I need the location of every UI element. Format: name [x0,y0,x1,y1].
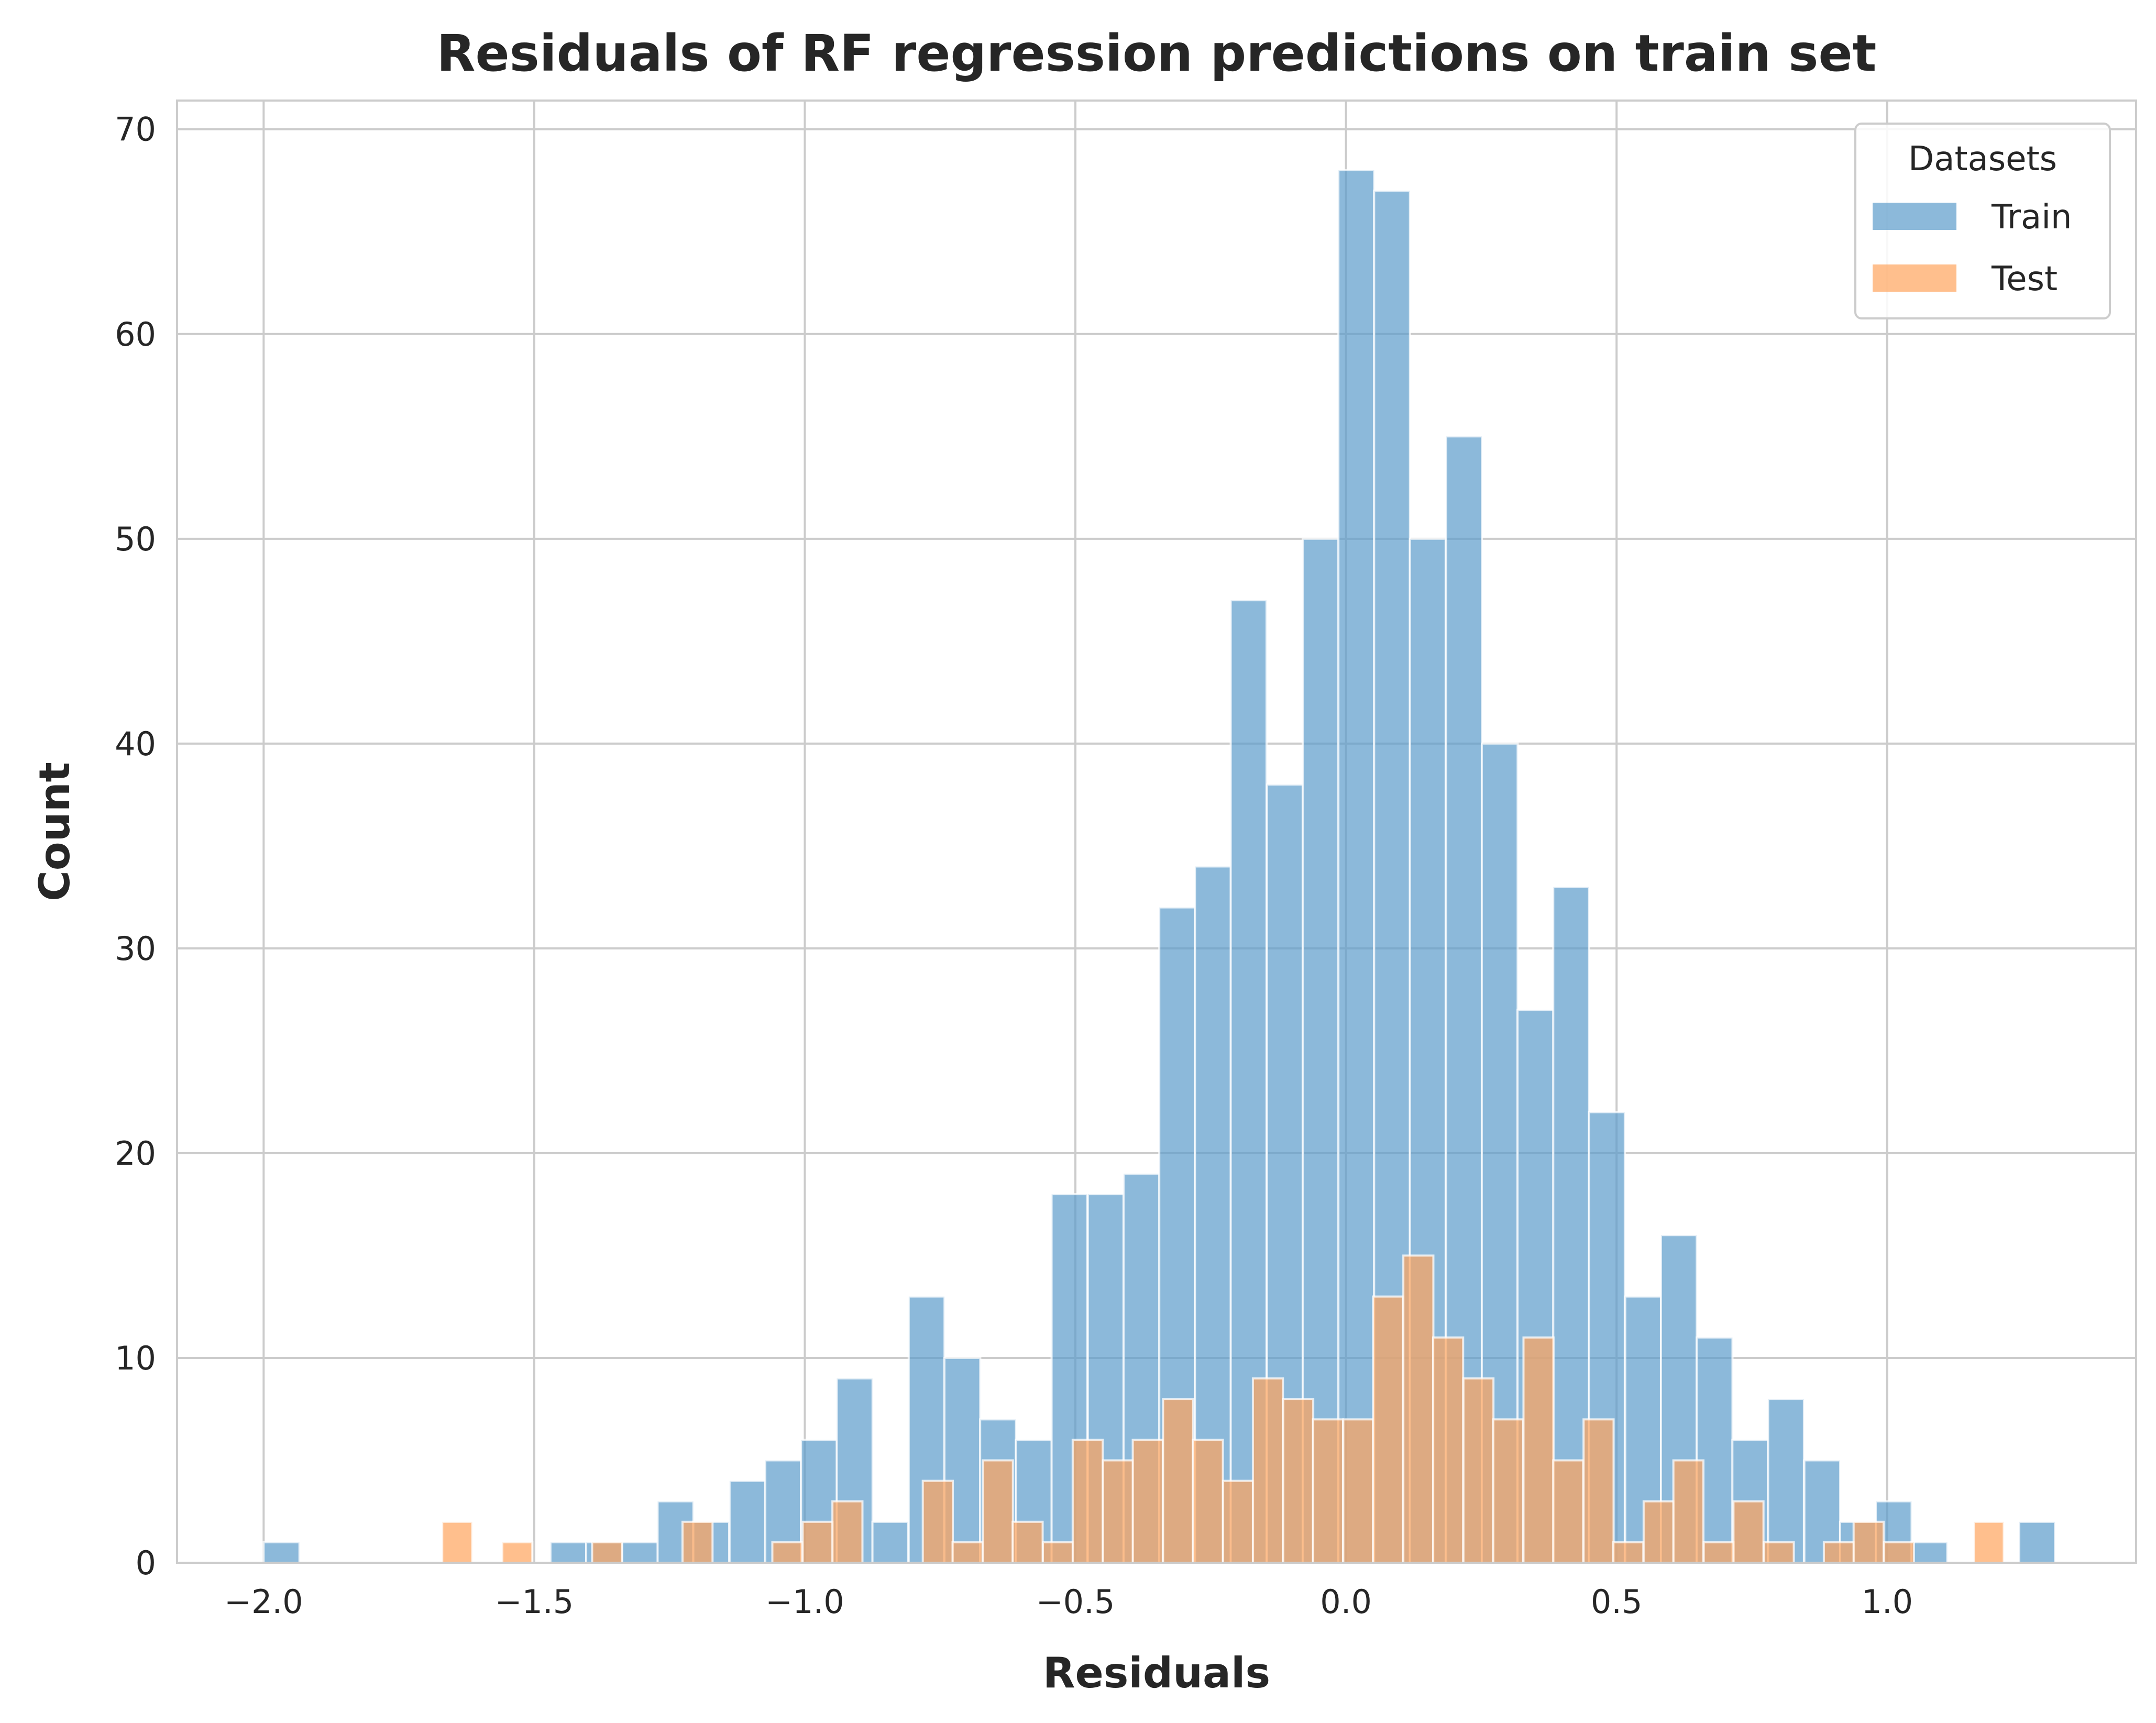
x-tick-label: 1.0 [1861,1583,1913,1621]
histogram-bar-test [1071,1439,1104,1564]
histogram-bar-test [1763,1541,1795,1564]
histogram-bar-test [441,1520,474,1564]
histogram-bar-test [1102,1459,1135,1564]
histogram-bar-test [1582,1418,1615,1564]
histogram-bar-test [1462,1377,1495,1564]
histogram-bar-test [921,1479,954,1564]
x-tick-label: 0.0 [1320,1583,1372,1621]
histogram-bar-test [1282,1398,1315,1564]
histogram-bar-test [1702,1541,1735,1564]
histogram-bar-test [1552,1459,1585,1564]
y-tick-label: 10 [115,1339,156,1377]
histogram-bar-test [591,1541,623,1564]
histogram-bar-test [771,1541,804,1564]
histogram-bar-test [1973,1520,2005,1564]
histogram-bar-test [1342,1418,1374,1564]
histogram-bar-test [982,1459,1014,1564]
x-axis-label: Residuals [1043,1649,1270,1697]
legend-title: Datasets [1908,140,2057,179]
x-tick-label: −0.5 [1036,1583,1115,1621]
histogram-bar-train [871,1520,909,1564]
histogram-bar-test [681,1520,714,1564]
x-tick-label: 0.5 [1591,1583,1643,1621]
histogram-bar-test [1672,1459,1704,1564]
histogram-bar-test [1883,1541,1915,1564]
x-tick-label: −2.0 [224,1583,303,1621]
histogram-bar-test [1011,1520,1044,1564]
y-tick-label: 0 [136,1544,156,1582]
histogram-bar-train [1337,169,1376,1564]
histogram-bar-train [728,1479,767,1564]
histogram-bar-test [1402,1254,1435,1564]
histogram-bar-test [1312,1418,1344,1564]
histogram-bar-test [801,1520,834,1564]
histogram-bar-test [1372,1295,1404,1564]
histogram-bar-test [1042,1541,1074,1564]
histogram-bar-train [262,1541,301,1564]
histogram-bar-train [1767,1398,1805,1564]
x-tick-label: −1.5 [495,1583,574,1621]
y-tick-label: 30 [115,930,156,968]
plot-frame [176,100,2137,1564]
histogram-bar-train [621,1541,659,1564]
y-axis-label: Count [30,762,79,901]
histogram-bar-train [1301,537,1340,1564]
histogram-bar-test [1222,1479,1255,1564]
tick-labels: −2.0 −1.5 −1.0 −0.5 0.0 0.5 1.0 0 10 20 30 40 50 60 70 [115,111,1913,1621]
legend-label-train: Train [1991,198,2072,237]
histogram-bar-test [1822,1541,1855,1564]
y-tick-label: 40 [115,725,156,763]
histogram-bar-test [951,1541,984,1564]
histogram-bar-test [1642,1500,1675,1564]
histogram-bar-test [1852,1520,1885,1564]
y-tick-label: 50 [115,520,156,558]
histogram-bar-test [501,1541,534,1564]
y-tick-label: 60 [115,315,156,354]
histogram-bar-test [831,1500,864,1564]
legend-label-test: Test [1991,260,2058,299]
chart-title: Residuals of RF regression predictions o… [437,24,1877,83]
histogram-bar-test [1131,1439,1164,1564]
histogram-bar-train [549,1541,588,1564]
histogram-bar-test [1612,1541,1645,1564]
histogram-bar-test [1522,1336,1555,1564]
y-tick-label: 70 [115,111,156,149]
legend: Datasets Train Test [1854,123,2111,319]
histogram-bar-test [1492,1418,1524,1564]
histogram-bar-test [1432,1336,1465,1564]
histogram-bar-test [1251,1377,1284,1564]
histogram-bar-train [1910,1541,1949,1564]
histogram-bar-test [1192,1439,1224,1564]
legend-swatch-test [1873,264,1956,292]
y-tick-label: 20 [115,1134,156,1173]
x-tick-label: −1.0 [765,1583,844,1621]
histogram-bar-train [2018,1520,2056,1564]
histogram-bar-test [1732,1500,1765,1564]
legend-swatch-train [1873,203,1956,230]
histogram-bar-test [1162,1398,1194,1564]
